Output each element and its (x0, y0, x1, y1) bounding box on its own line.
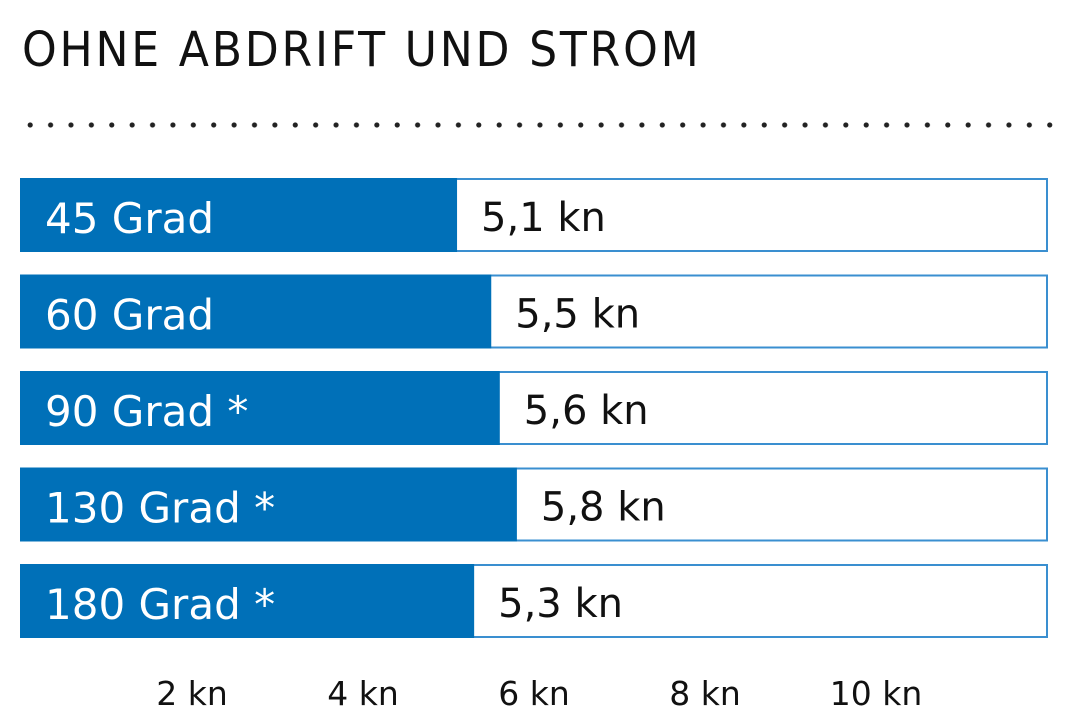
value-label: 5,6 kn (524, 388, 649, 434)
value-label: 5,8 kn (541, 485, 666, 531)
x-tick-label: 10 kn (830, 674, 923, 712)
x-tick-label: 8 kn (669, 674, 741, 712)
bar (20, 274, 492, 349)
category-label: 130 Grad * (45, 484, 275, 533)
x-tick-label: 2 kn (156, 674, 228, 712)
category-label: 45 Grad (45, 194, 214, 243)
bar (20, 371, 500, 445)
dotted-divider (20, 122, 1055, 128)
value-label: 5,1 kn (481, 195, 606, 241)
x-tick-label: 4 kn (327, 674, 399, 712)
category-label: 90 Grad * (45, 387, 248, 436)
chart-title: OHNE ABDRIFT UND STROM (22, 22, 702, 78)
value-label: 5,3 kn (498, 581, 623, 627)
value-label: 5,5 kn (515, 292, 640, 338)
x-tick-label: 6 kn (498, 674, 570, 712)
category-label: 180 Grad * (45, 580, 275, 629)
bar (20, 178, 458, 252)
bar (20, 564, 475, 638)
bar (20, 467, 517, 542)
category-label: 60 Grad (45, 291, 214, 340)
